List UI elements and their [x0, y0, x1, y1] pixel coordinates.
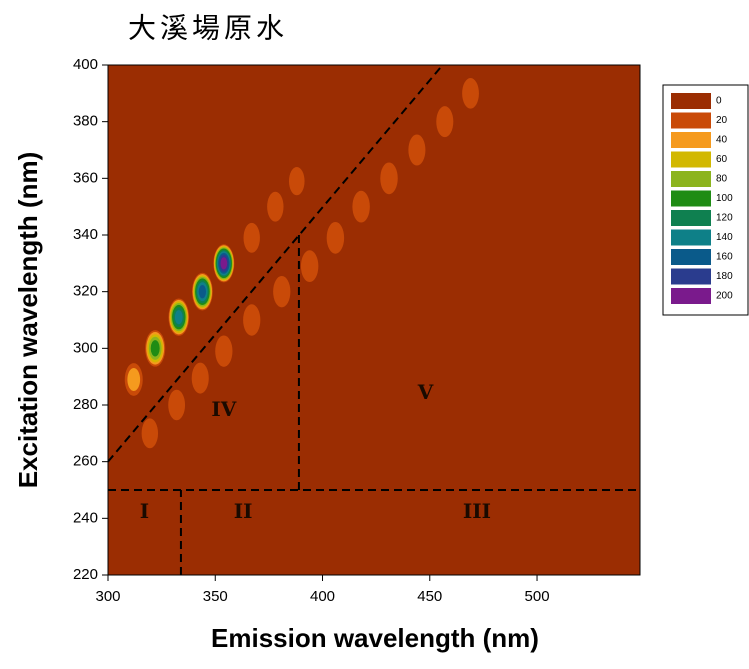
contour-band	[198, 285, 207, 299]
contour-band	[127, 367, 141, 392]
region-boundary	[108, 65, 444, 463]
legend-swatch	[671, 229, 711, 246]
contour-band	[288, 167, 305, 196]
contour-band	[408, 134, 426, 166]
legend-swatch	[671, 112, 711, 129]
region-label: I	[140, 499, 149, 523]
contour-band	[150, 340, 160, 357]
legend-swatch	[671, 151, 711, 168]
legend-label: 20	[716, 115, 728, 126]
contour-band	[174, 310, 183, 325]
x-tick-label: 350	[203, 588, 228, 605]
plot-area	[108, 65, 640, 575]
y-tick-label: 360	[73, 169, 98, 186]
y-tick-label: 380	[73, 113, 98, 130]
contour-band	[352, 190, 370, 223]
legend-label: 60	[716, 154, 728, 165]
y-axis-label: Excitation wavelength (nm)	[13, 152, 43, 489]
x-axis-label: Emission wavelength (nm)	[211, 623, 539, 653]
region-label: II	[234, 499, 253, 523]
region-label: V	[417, 380, 434, 404]
contour-band	[220, 257, 228, 270]
legend-swatch	[671, 93, 711, 109]
contour-band	[215, 335, 233, 367]
legend-swatch	[671, 132, 711, 148]
legend-label: 160	[716, 252, 733, 263]
legend-label: 200	[716, 291, 733, 302]
contour-band	[243, 222, 260, 253]
legend-swatch	[671, 190, 711, 207]
contour-band	[168, 389, 186, 421]
y-tick-label: 340	[73, 226, 98, 243]
region-label: IV	[211, 397, 236, 421]
contour-band	[300, 250, 319, 283]
legend-label: 0	[716, 96, 722, 107]
x-tick-label: 400	[310, 588, 335, 605]
legend-swatch	[671, 171, 711, 187]
legend-swatch	[671, 249, 711, 265]
legend-label: 40	[716, 135, 728, 146]
region-label: III	[463, 499, 491, 523]
legend-label: 80	[716, 174, 728, 185]
contour-band	[380, 162, 398, 195]
y-tick-label: 320	[73, 283, 98, 300]
y-tick-label: 280	[73, 396, 98, 413]
contour-band	[243, 304, 261, 336]
legend-label: 140	[716, 232, 733, 243]
legend-label: 180	[716, 271, 733, 282]
contour-band	[267, 191, 284, 222]
y-tick-label: 260	[73, 453, 98, 470]
y-tick-label: 300	[73, 339, 98, 356]
contour-band	[436, 106, 454, 138]
x-tick-label: 450	[417, 588, 442, 605]
y-tick-label: 220	[73, 566, 98, 583]
y-tick-label: 400	[73, 56, 98, 73]
legend-label: 100	[716, 193, 733, 204]
y-tick-label: 240	[73, 509, 98, 526]
chart-title: 大溪場原水	[128, 12, 288, 45]
legend-swatch	[671, 288, 711, 304]
plot-frame	[107, 64, 641, 576]
contour-band	[273, 275, 291, 308]
contour-band	[141, 418, 159, 449]
contour-band	[326, 221, 345, 254]
legend-swatch	[671, 268, 711, 285]
x-tick-label: 300	[95, 588, 120, 605]
legend-label: 120	[716, 213, 733, 224]
contour-band	[462, 78, 479, 109]
x-tick-label: 500	[525, 588, 550, 605]
legend-swatch	[671, 210, 711, 226]
contour-band	[191, 362, 209, 394]
